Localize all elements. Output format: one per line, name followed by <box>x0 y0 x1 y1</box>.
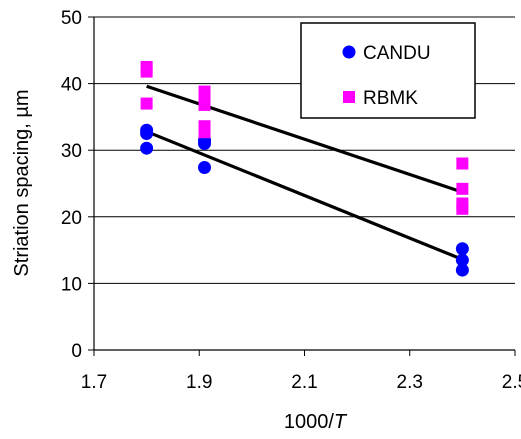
tick-labels: 0 10 20 30 40 50 1.7 1.9 2.1 2.3 2.5 <box>61 8 521 393</box>
data-points <box>140 60 469 277</box>
x-tick-label: 2.3 <box>397 372 423 393</box>
data-point-rbmk <box>456 202 469 215</box>
data-point-candu <box>455 242 469 256</box>
data-point-candu <box>140 141 154 155</box>
data-point-rbmk <box>140 65 153 78</box>
y-tick-label: 0 <box>71 341 82 362</box>
x-tick-label: 1.9 <box>186 372 212 393</box>
data-point-candu <box>140 127 154 141</box>
trend-line-candu <box>146 130 463 261</box>
y-tick-label: 10 <box>61 274 82 295</box>
data-point-rbmk <box>456 182 469 195</box>
legend-marker-candu <box>342 45 356 59</box>
data-point-candu <box>198 161 212 175</box>
legend-marker-rbmk <box>343 91 355 103</box>
data-point-rbmk <box>140 97 153 110</box>
legend-label-candu: CANDU <box>363 43 431 64</box>
data-point-rbmk <box>456 157 469 170</box>
x-tick-label: 2.5 <box>502 372 521 393</box>
x-tick-label: 2.1 <box>291 372 317 393</box>
y-tick-label: 20 <box>61 208 82 229</box>
y-tick-label: 40 <box>61 75 82 96</box>
x-tick-label: 1.7 <box>81 372 107 393</box>
x-axis-title-prefix: 1000/ <box>284 411 334 433</box>
y-tick-label: 50 <box>61 8 82 29</box>
data-point-candu <box>455 263 469 277</box>
x-axis-title-variable: T <box>334 411 348 433</box>
x-axis-title: 1000/T <box>284 411 348 433</box>
legend-box <box>300 22 476 119</box>
y-axis-title: Striation spacing, µm <box>11 89 33 276</box>
data-point-rbmk <box>198 98 211 111</box>
legend: CANDU RBMK <box>300 22 476 119</box>
data-point-rbmk <box>198 126 211 139</box>
axes <box>88 16 516 356</box>
y-tick-label: 30 <box>61 141 82 162</box>
data-point-candu <box>455 253 469 267</box>
data-point-candu <box>198 137 212 151</box>
legend-label-rbmk: RBMK <box>363 88 418 109</box>
